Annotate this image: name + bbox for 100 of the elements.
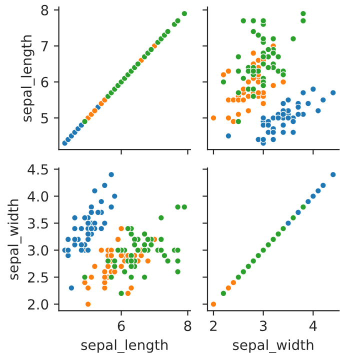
point: [265, 46, 272, 53]
point: [260, 35, 267, 42]
point: [270, 82, 277, 89]
y-tick-label: 3.5: [28, 218, 48, 229]
point: [255, 32, 262, 38]
point: [68, 284, 75, 292]
point: [84, 284, 92, 292]
point: [108, 246, 115, 254]
point: [250, 86, 257, 92]
point: [98, 225, 105, 232]
point: [280, 71, 287, 78]
point: [220, 290, 227, 297]
point: [284, 96, 292, 104]
point: [300, 204, 306, 210]
point: [128, 274, 135, 280]
point: [245, 78, 252, 86]
point: [118, 225, 125, 232]
point: [84, 230, 92, 238]
point: [88, 274, 95, 280]
point: [274, 53, 282, 60]
point: [294, 209, 302, 216]
point: [88, 209, 95, 216]
point: [71, 214, 78, 222]
y-tick-label: 5: [41, 113, 48, 124]
y-tick-label: 3.0: [28, 245, 48, 256]
point: [235, 274, 242, 280]
point: [71, 236, 78, 243]
point: [270, 136, 277, 143]
point: [104, 263, 112, 270]
point: [134, 246, 142, 254]
point: [174, 204, 182, 210]
point: [265, 64, 272, 71]
point: [81, 279, 88, 286]
point: [260, 136, 267, 143]
point: [138, 252, 145, 259]
point: [161, 252, 168, 259]
point: [174, 268, 182, 276]
point: [260, 82, 267, 89]
point: [225, 284, 232, 292]
point: [290, 118, 297, 125]
point: [274, 114, 282, 122]
point: [88, 204, 95, 210]
point: [111, 192, 118, 200]
point: [121, 268, 128, 276]
point: [220, 78, 227, 86]
point: [225, 68, 232, 74]
y-axis-title: sepal_length: [20, 35, 35, 122]
y-axis-title: sepal_width: [8, 199, 22, 280]
y-tick-label: 2.0: [28, 299, 48, 310]
point: [124, 225, 132, 232]
point: [141, 230, 148, 238]
point: [101, 284, 108, 292]
point: [64, 246, 72, 254]
point: [158, 236, 164, 243]
y-tick-label: 8: [41, 4, 48, 16]
point: [181, 10, 188, 17]
point: [81, 118, 88, 125]
point: [128, 252, 135, 259]
point: [300, 89, 306, 96]
point: [64, 236, 72, 243]
point: [148, 241, 154, 248]
point: [270, 35, 277, 42]
point: [108, 252, 115, 259]
point: [274, 230, 282, 238]
point: [91, 263, 98, 270]
point: [101, 220, 108, 226]
point: [104, 258, 112, 264]
point: [280, 100, 287, 107]
point: [310, 86, 316, 92]
point: [240, 75, 247, 82]
point: [164, 258, 172, 264]
point: [300, 10, 306, 17]
point: [114, 236, 122, 243]
point: [270, 129, 277, 136]
point: [164, 28, 172, 35]
point: [235, 111, 242, 118]
point: [265, 122, 272, 128]
point: [174, 258, 182, 264]
point: [235, 53, 242, 60]
point: [284, 114, 292, 122]
point: [71, 225, 78, 232]
point: [128, 284, 135, 292]
point: [280, 111, 287, 118]
point: [245, 263, 252, 270]
point: [250, 50, 257, 56]
point: [240, 17, 247, 24]
point: [310, 192, 316, 200]
x-tick-label: 8: [184, 320, 192, 332]
point: [294, 111, 302, 118]
point: [78, 241, 85, 248]
point: [81, 214, 88, 222]
point: [250, 68, 257, 74]
point: [320, 96, 326, 104]
x-tick-label: 2: [210, 320, 217, 331]
point: [101, 274, 108, 280]
point: [91, 220, 98, 226]
point: [245, 107, 252, 114]
point: [294, 104, 302, 110]
point: [235, 89, 242, 96]
point: [260, 53, 267, 60]
